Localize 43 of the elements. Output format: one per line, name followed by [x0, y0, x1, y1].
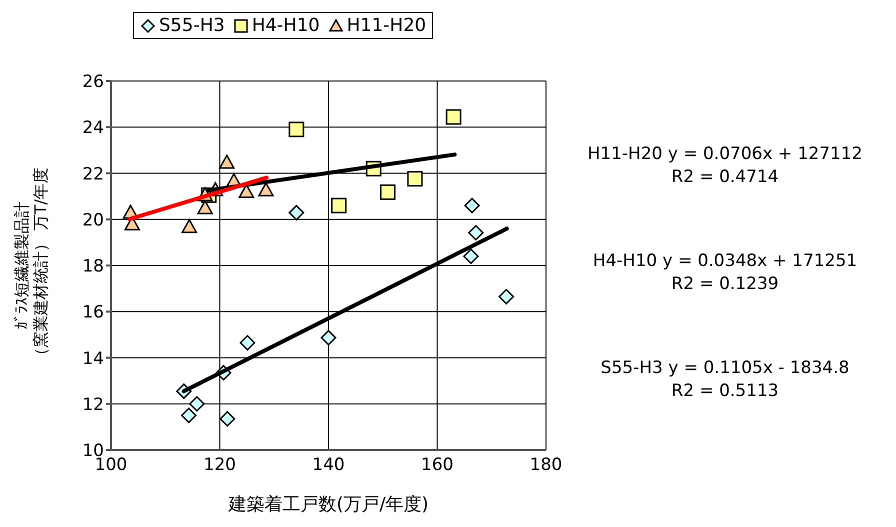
- y-tick-label: 18: [82, 256, 104, 277]
- text: H11-H20 y = 0.0706x + 127112: [586, 143, 864, 166]
- y-tick-label: 26: [82, 72, 104, 92]
- point: [288, 122, 304, 138]
- text: R2 = 0.5113: [670, 380, 780, 403]
- y-tick-label: 12: [82, 394, 104, 415]
- text: R2 = 0.4714: [670, 166, 780, 189]
- point: [181, 408, 197, 424]
- y-tick-label: 16: [82, 302, 104, 323]
- x-axis-title: 建築着工戸数(万戸/年度): [227, 494, 429, 515]
- point: [240, 335, 256, 351]
- legend-label: S55-H3: [159, 15, 225, 36]
- y-tick-label: 14: [82, 348, 104, 369]
- point: [258, 182, 274, 196]
- point: [220, 411, 236, 427]
- point: [288, 204, 304, 220]
- text: S55-H3 y = 0.1105x - 1834.8: [600, 357, 850, 380]
- y-tick-label: 22: [82, 164, 104, 184]
- y-axis-title: ｶﾞﾗｽ短繊維製品計（窯業建材統計） 万T/年度: [12, 167, 50, 364]
- y-tick-label: 24: [82, 118, 104, 138]
- point: [407, 171, 423, 187]
- point: [182, 219, 198, 234]
- point: [498, 288, 514, 304]
- point: [463, 248, 479, 264]
- point: [380, 184, 396, 200]
- point: [331, 198, 347, 214]
- x-tick-label: 140: [312, 455, 345, 476]
- point: [124, 216, 140, 230]
- point: [189, 396, 205, 412]
- x-tick-label: 180: [530, 455, 562, 476]
- legend-label: H4-H10: [252, 15, 320, 36]
- point: [320, 330, 336, 346]
- legend-label: H11-H20: [346, 15, 426, 36]
- x-tick-label: 160: [421, 455, 454, 476]
- text: H4-H10 y = 0.0348x + 171251: [592, 250, 858, 273]
- point: [219, 154, 235, 169]
- x-tick-label: 120: [204, 455, 236, 476]
- text: R2 = 0.1239: [670, 273, 780, 296]
- y-tick-label: 20: [82, 210, 104, 230]
- point: [464, 198, 480, 214]
- point: [468, 225, 484, 240]
- point: [446, 109, 462, 125]
- point: [197, 200, 213, 214]
